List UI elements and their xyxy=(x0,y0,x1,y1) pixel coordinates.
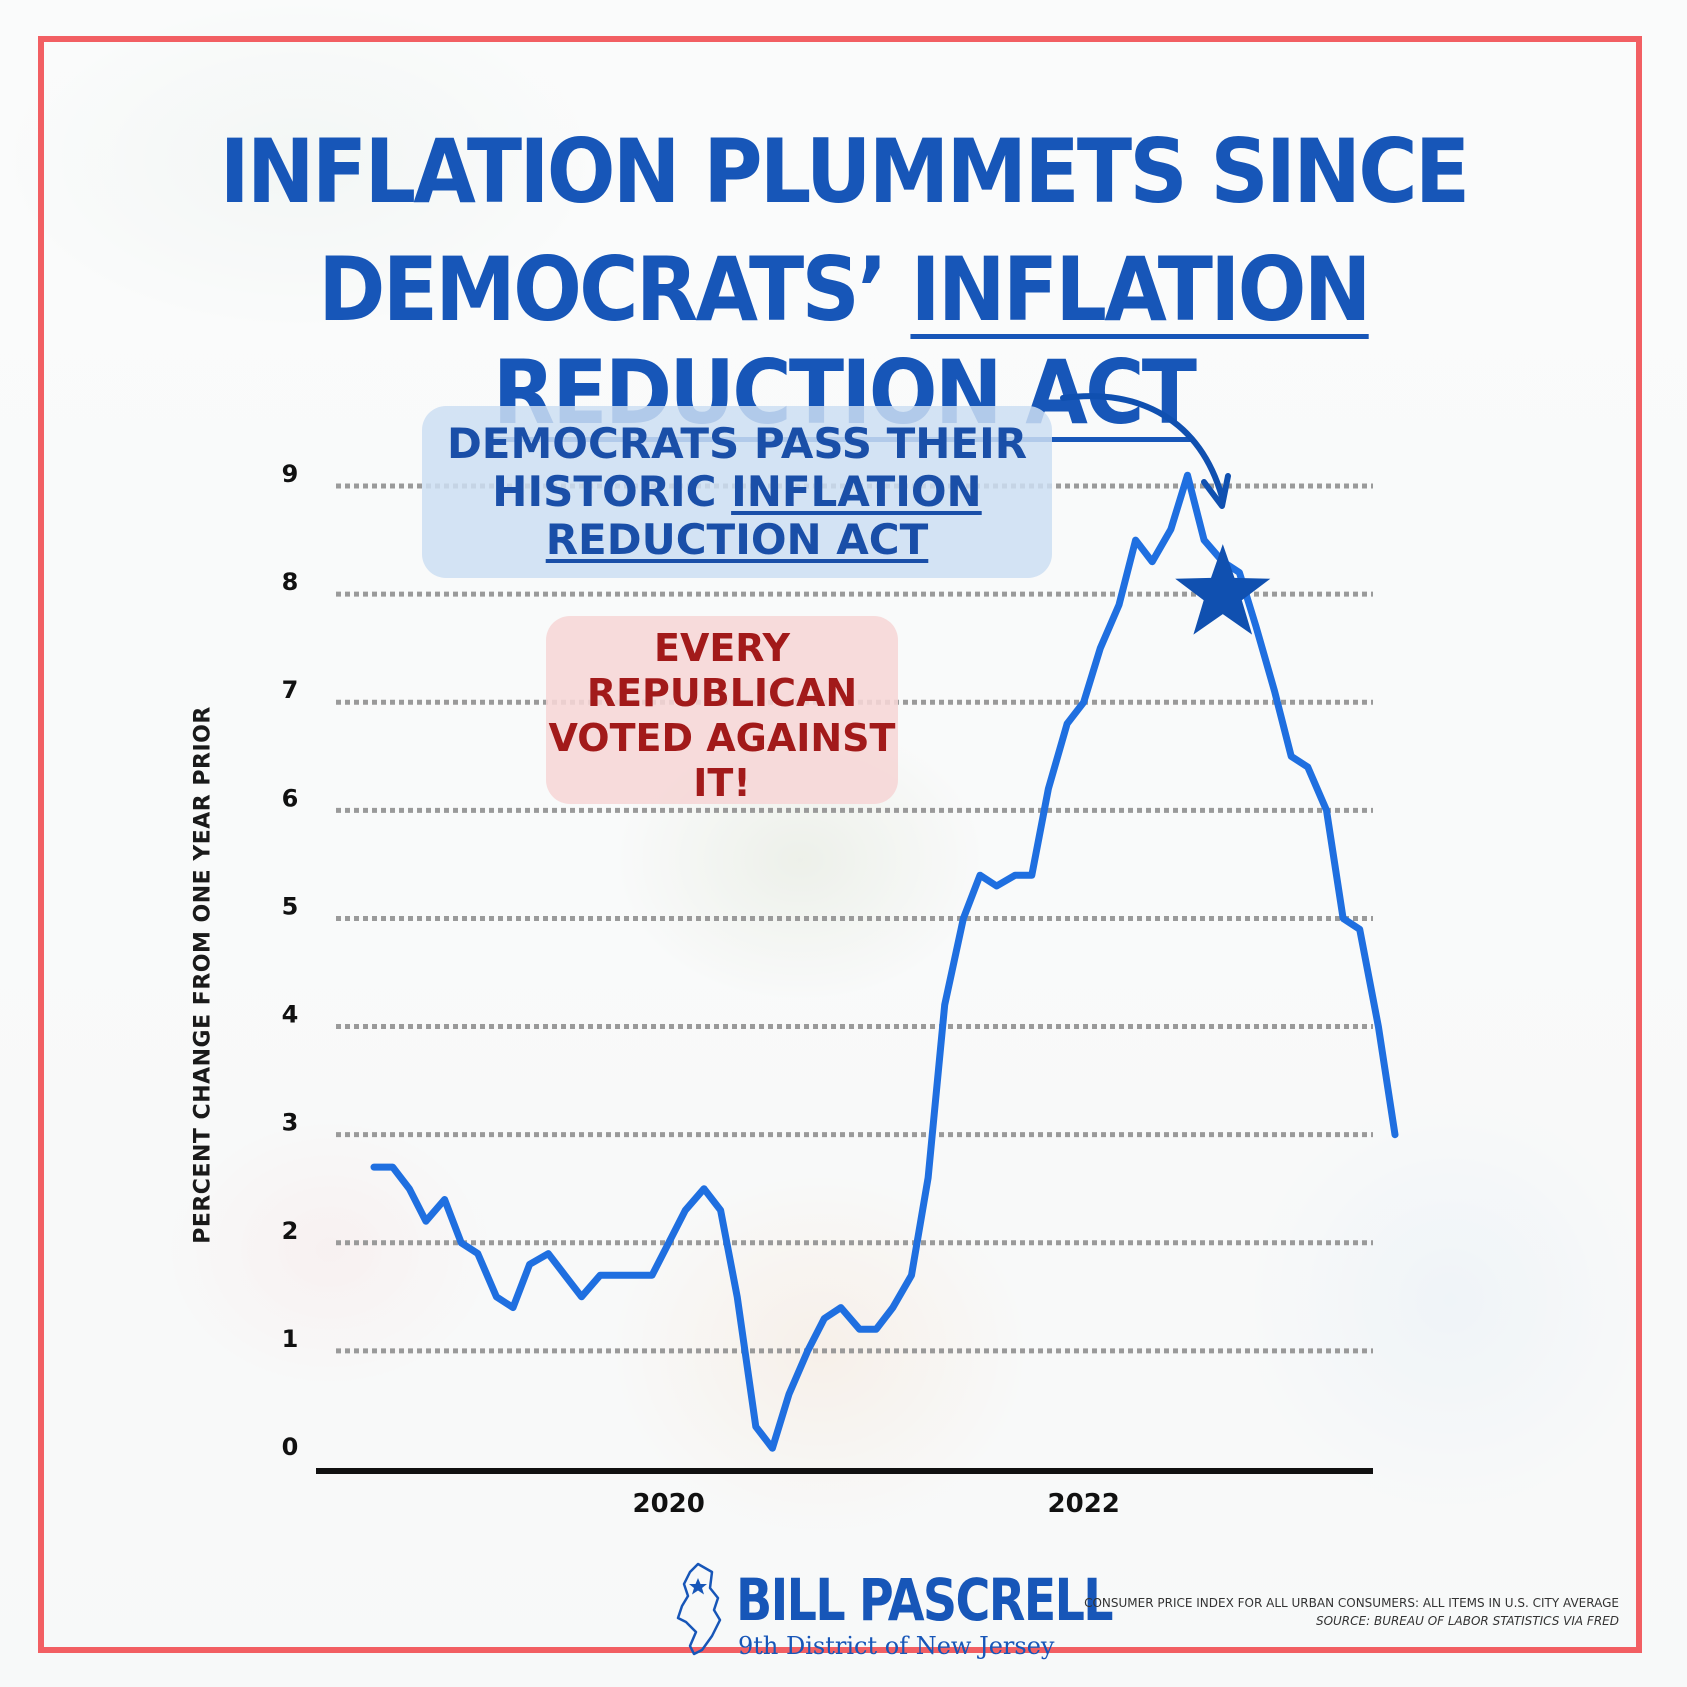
red-frame xyxy=(38,36,1642,1653)
y-axis-label: PERCENT CHANGE FROM ONE YEAR PRIOR xyxy=(190,706,216,1244)
logo-subtitle: 9th District of New Jersey xyxy=(738,1632,1055,1660)
y-tick-label: 1 xyxy=(282,1325,299,1353)
callout-red-line-1: EVERY xyxy=(653,626,791,670)
y-tick-labels: 0 1 2 3 4 5 6 7 8 9 xyxy=(282,460,299,1461)
y-tick-label: 6 xyxy=(282,784,299,812)
title-line-1: INFLATION PLUMMETS SINCE xyxy=(219,120,1471,223)
y-tick-label: 5 xyxy=(282,892,299,920)
y-tick-label: 2 xyxy=(282,1217,299,1245)
y-tick-label: 4 xyxy=(282,1001,299,1029)
y-tick-label: 0 xyxy=(282,1433,299,1461)
callout-red-line-4: IT! xyxy=(693,761,751,805)
y-tick-label: 9 xyxy=(282,460,299,488)
callout-republican-vote: EVERY REPUBLICAN VOTED AGAINST IT! xyxy=(546,616,898,805)
x-tick-label: 2022 xyxy=(1048,1489,1120,1519)
y-tick-label: 3 xyxy=(282,1109,299,1137)
callout-arrow-head xyxy=(1201,473,1231,509)
callout-red-line-3: VOTED AGAINST xyxy=(548,716,896,760)
callout-ira-passed: DEMOCRATS PASS THEIR HISTORIC INFLATION … xyxy=(422,406,1052,578)
callout-ira-line-1: DEMOCRATS PASS THEIR xyxy=(446,419,1028,468)
new-jersey-map-icon xyxy=(676,1562,722,1656)
callout-ira-line-2-underlined: INFLATION xyxy=(731,467,982,516)
source-note-line-1: CONSUMER PRICE INDEX FOR ALL URBAN CONSU… xyxy=(1084,1596,1619,1610)
callout-red-line-2: REPUBLICAN xyxy=(586,671,858,715)
callout-ira-line-3-underlined: REDUCTION ACT xyxy=(545,515,929,564)
callout-arrow xyxy=(1060,393,1225,500)
x-tick-label: 2020 xyxy=(632,1489,704,1519)
y-tick-label: 7 xyxy=(282,676,299,704)
callout-ira-line-2-prefix: HISTORIC xyxy=(492,467,732,516)
y-tick-label: 8 xyxy=(282,568,299,596)
callout-ira-line-3: REDUCTION ACT xyxy=(422,516,1052,564)
title-line-2-prefix: DEMOCRATS’ xyxy=(318,238,911,341)
x-tick-labels: 2020 2022 xyxy=(632,1489,1119,1519)
logo-name: BILL PASCRELL xyxy=(736,1566,1114,1634)
source-note-line-2: SOURCE: BUREAU OF LABOR STATISTICS VIA F… xyxy=(1315,1614,1619,1628)
callout-ira-line-2: HISTORIC INFLATION xyxy=(422,468,1052,516)
star-icon xyxy=(1175,544,1271,635)
